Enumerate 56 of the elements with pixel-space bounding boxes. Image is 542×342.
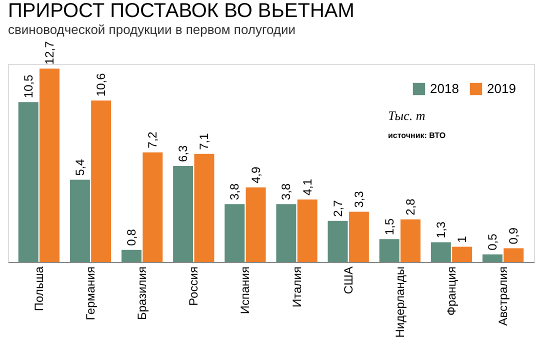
legend-label: 2018: [430, 81, 459, 96]
data-label: 0,9: [506, 227, 521, 244]
data-label: 1: [455, 236, 470, 243]
bar: [122, 250, 142, 262]
bar: [70, 180, 90, 262]
data-label: 3,8: [228, 183, 242, 200]
data-label: 7,2: [146, 131, 160, 148]
chart-title: ПРИРОСТ ПОСТАВОК ВО ВЬЕТНАМ: [8, 0, 354, 22]
data-label: 7,1: [197, 132, 212, 150]
data-label: 4,9: [248, 166, 263, 184]
data-label: 10,5: [21, 74, 36, 98]
bar: [18, 102, 38, 262]
bar: [297, 200, 318, 262]
x-tick-label: Польша: [32, 266, 46, 312]
bar: [276, 204, 296, 262]
bar: [348, 212, 369, 262]
data-label: 4,1: [300, 178, 314, 196]
bar: [40, 68, 60, 262]
chart-subtitle: свиноводческой продукции в первом полугодии: [8, 22, 296, 38]
bar: [173, 166, 194, 262]
bar: [430, 242, 451, 262]
x-tick-label: Бразилия: [135, 266, 150, 320]
bar: [452, 246, 472, 262]
data-label: 0,8: [124, 228, 138, 246]
bar: [91, 100, 112, 262]
x-tick-label: Испания: [238, 266, 252, 314]
bar: [224, 204, 245, 262]
bar: [194, 154, 214, 262]
data-label: 2,8: [404, 198, 418, 216]
data-label: 2,7: [330, 200, 345, 217]
bar: [379, 239, 400, 262]
x-tick-label: Франция: [444, 266, 458, 316]
x-tick-label: Германия: [84, 266, 98, 320]
data-label: 1,5: [382, 218, 396, 236]
legend-label: 2019: [487, 81, 516, 96]
data-label: 6,3: [176, 145, 190, 162]
x-tick-label: Италия: [290, 266, 304, 308]
x-tick-label: Австралия: [496, 266, 510, 326]
data-label: 1,3: [434, 221, 448, 238]
data-label: 12,7: [42, 40, 57, 65]
bar: [328, 220, 348, 262]
annotation: Тыс. т: [388, 108, 426, 123]
data-label: 3,3: [352, 190, 366, 208]
x-tick-label: Россия: [186, 266, 201, 306]
bar: [400, 219, 420, 262]
x-tick-label: США: [341, 266, 356, 294]
data-label: 0,5: [485, 233, 500, 250]
x-tick-label: Нидерланды: [392, 266, 407, 338]
data-label: 5,4: [72, 158, 87, 176]
bar: [246, 187, 266, 262]
data-label: 3,8: [279, 183, 294, 200]
bar: [482, 254, 502, 262]
bar: [142, 152, 163, 262]
bar: [504, 248, 524, 262]
data-label: 10,6: [94, 72, 108, 97]
annotation: источник: ВТО: [388, 131, 446, 140]
